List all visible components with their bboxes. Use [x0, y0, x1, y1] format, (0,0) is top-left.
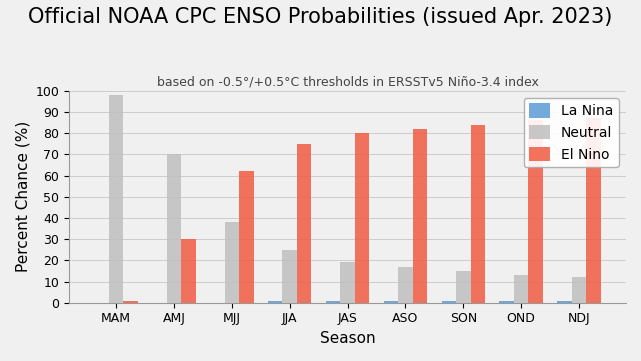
- Bar: [572, 277, 587, 303]
- Y-axis label: Percent Chance (%): Percent Chance (%): [15, 121, 30, 273]
- Bar: [297, 144, 312, 303]
- Bar: [340, 262, 355, 303]
- Bar: [326, 301, 340, 303]
- Bar: [355, 133, 369, 303]
- Title: based on -0.5°/+0.5°C thresholds in ERSSTv5 Niño-3.4 index: based on -0.5°/+0.5°C thresholds in ERSS…: [156, 75, 538, 88]
- Bar: [384, 301, 398, 303]
- Bar: [587, 118, 601, 303]
- Legend: La Nina, Neutral, El Nino: La Nina, Neutral, El Nino: [524, 98, 619, 167]
- Bar: [239, 171, 254, 303]
- Bar: [557, 301, 572, 303]
- Bar: [109, 95, 123, 303]
- Bar: [470, 125, 485, 303]
- Bar: [268, 301, 283, 303]
- Bar: [413, 129, 427, 303]
- X-axis label: Season: Season: [320, 331, 376, 346]
- Bar: [283, 250, 297, 303]
- Bar: [167, 155, 181, 303]
- Bar: [514, 275, 528, 303]
- Bar: [398, 267, 413, 303]
- Text: Official NOAA CPC ENSO Probabilities (issued Apr. 2023): Official NOAA CPC ENSO Probabilities (is…: [28, 7, 613, 27]
- Bar: [442, 301, 456, 303]
- Bar: [456, 271, 470, 303]
- Bar: [499, 301, 514, 303]
- Bar: [224, 222, 239, 303]
- Bar: [123, 301, 138, 303]
- Bar: [181, 239, 196, 303]
- Bar: [528, 121, 543, 303]
